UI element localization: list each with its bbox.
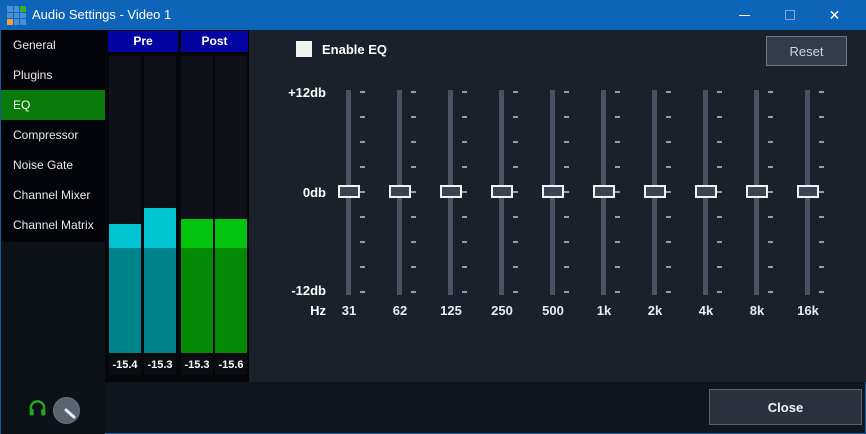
- eq-tick-marks: [615, 91, 620, 294]
- eq-band-2k: 2k: [629, 85, 681, 325]
- eq-band-freq-label: 8k: [749, 303, 765, 318]
- eq-slider-handle[interactable]: [593, 185, 615, 198]
- pre-meter-channel-left: [109, 56, 141, 353]
- eq-tick-marks: [462, 91, 467, 294]
- eq-panel: Enable EQ Reset +12db 0db -12db Hz 31 62…: [249, 30, 866, 382]
- eq-band-1k: 1k: [578, 85, 630, 325]
- eq-axis-minus12: -12db: [291, 283, 326, 298]
- pre-left-db-readout: -15.4: [109, 356, 141, 375]
- eq-slider-handle[interactable]: [542, 185, 564, 198]
- eq-tick-marks: [768, 91, 773, 294]
- eq-band-freq-label: 62: [392, 303, 408, 318]
- eq-band-125: 125: [425, 85, 477, 325]
- eq-slider-handle[interactable]: [338, 185, 360, 198]
- eq-axis-zero: 0db: [302, 185, 326, 200]
- pre-meter-header: Pre: [108, 31, 178, 52]
- close-button[interactable]: Close: [709, 389, 862, 425]
- maximize-icon: [784, 10, 795, 20]
- app-logo-icon: [7, 6, 26, 25]
- eq-band-16k: 16k: [782, 85, 834, 325]
- eq-band-freq-label: 2k: [647, 303, 663, 318]
- eq-band-freq-label: 250: [491, 303, 513, 318]
- post-meter-channel-left: [181, 56, 213, 353]
- close-icon: ✕: [828, 6, 841, 23]
- minimize-button[interactable]: [722, 0, 767, 30]
- eq-slider-handle[interactable]: [695, 185, 717, 198]
- eq-band-freq-label: 1k: [596, 303, 612, 318]
- eq-slider-handle[interactable]: [746, 185, 768, 198]
- eq-band-freq-label: 500: [542, 303, 564, 318]
- enable-eq-checkbox[interactable]: [296, 41, 312, 57]
- enable-eq-label: Enable EQ: [322, 42, 388, 57]
- sidebar-item-channel-matrix[interactable]: Channel Matrix: [13, 218, 94, 232]
- audio-meter-panel: Pre Post -15.4 -15.3 -15.3 -15.6: [105, 30, 249, 382]
- eq-band-250: 250: [476, 85, 528, 325]
- eq-tick-marks: [564, 91, 569, 294]
- eq-band-500: 500: [527, 85, 579, 325]
- eq-band-freq-label: 4k: [698, 303, 714, 318]
- post-meter-header: Post: [181, 31, 248, 52]
- eq-axis-plus12: +12db: [288, 85, 326, 100]
- post-meter-channel-right: [215, 56, 247, 353]
- close-window-button[interactable]: ✕: [812, 0, 857, 30]
- settings-sidebar: General Plugins EQ Compressor Noise Gate…: [1, 30, 105, 242]
- eq-band-freq-label: 125: [440, 303, 462, 318]
- post-right-db-readout: -15.6: [215, 356, 247, 375]
- sidebar-item-eq[interactable]: EQ: [1, 90, 105, 120]
- eq-tick-marks: [819, 91, 824, 294]
- eq-band-freq-label: 31: [341, 303, 357, 318]
- sidebar-empty-area: [1, 242, 105, 434]
- sidebar-item-noise-gate[interactable]: Noise Gate: [13, 158, 74, 172]
- pre-right-db-readout: -15.3: [144, 356, 176, 375]
- eq-tick-marks: [411, 91, 416, 294]
- window-title: Audio Settings - Video 1: [32, 7, 172, 22]
- knob-indicator-icon: [64, 408, 76, 419]
- post-left-db-readout: -15.3: [181, 356, 213, 375]
- eq-slider-handle[interactable]: [440, 185, 462, 198]
- monitor-volume-knob[interactable]: [53, 397, 80, 424]
- eq-band-4k: 4k: [680, 85, 732, 325]
- eq-band-31: 31: [323, 85, 375, 325]
- headphones-icon[interactable]: [27, 398, 48, 418]
- eq-freq-unit-label: Hz: [310, 303, 326, 318]
- eq-slider-handle[interactable]: [389, 185, 411, 198]
- eq-tick-marks: [717, 91, 722, 294]
- pre-meter-channel-right: [144, 56, 176, 353]
- eq-band-62: 62: [374, 85, 426, 325]
- sidebar-item-channel-mixer[interactable]: Channel Mixer: [13, 188, 91, 202]
- reset-button[interactable]: Reset: [766, 36, 847, 66]
- eq-slider-handle[interactable]: [491, 185, 513, 198]
- sidebar-item-compressor[interactable]: Compressor: [13, 128, 79, 142]
- minimize-icon: [739, 14, 750, 16]
- eq-tick-marks: [513, 91, 518, 294]
- eq-tick-marks: [666, 91, 671, 294]
- titlebar: Audio Settings - Video 1 ✕: [0, 0, 866, 30]
- maximize-button[interactable]: [767, 0, 812, 30]
- eq-slider-handle[interactable]: [797, 185, 819, 198]
- eq-band-freq-label: 16k: [797, 303, 819, 318]
- eq-band-8k: 8k: [731, 85, 783, 325]
- sidebar-item-general[interactable]: General: [13, 38, 56, 52]
- sidebar-item-plugins[interactable]: Plugins: [13, 68, 53, 82]
- eq-tick-marks: [360, 91, 365, 294]
- eq-slider-handle[interactable]: [644, 185, 666, 198]
